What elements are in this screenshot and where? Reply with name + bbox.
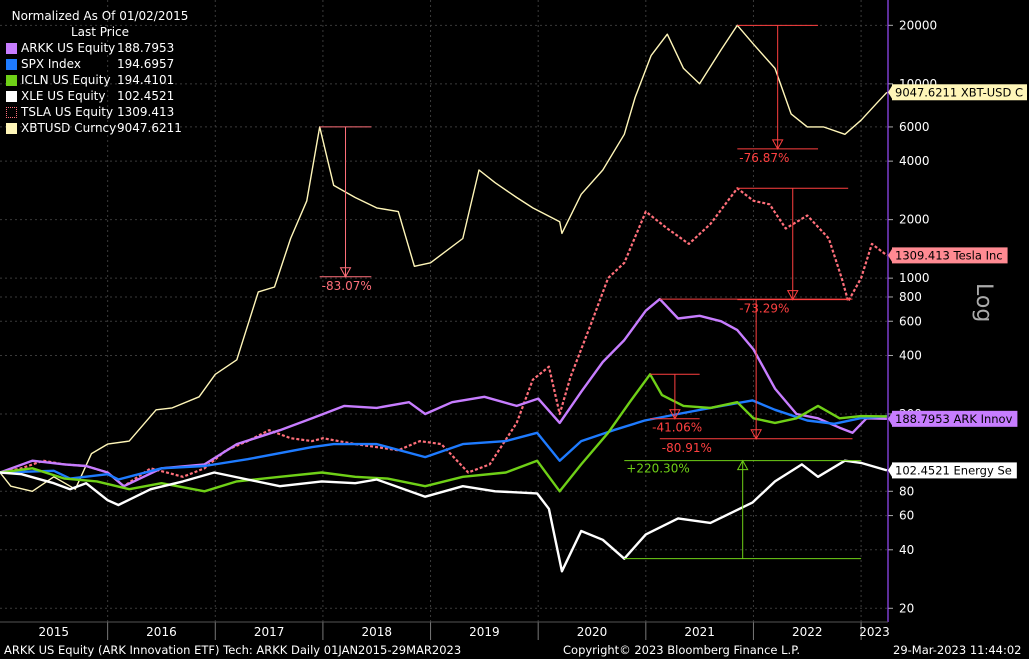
legend-name: ICLN US Equity — [21, 73, 111, 87]
last-value-text: 188.7953 ARK Innov — [895, 412, 1013, 426]
last-value-tag: 1309.413 Tesla Inc — [888, 247, 1008, 264]
last-value-bg — [892, 410, 1018, 427]
annotation-label: -73.29% — [739, 302, 789, 316]
y-tick-label: 400 — [899, 348, 922, 362]
x-tick-label: 2022 — [792, 625, 823, 639]
last-value-text: 9047.6211 XBT-USD C — [895, 85, 1023, 99]
drawdown-annotation: -41.06% — [650, 373, 702, 435]
last-value-pointer — [888, 84, 893, 101]
y-tick-label: 4000 — [899, 154, 930, 168]
annotation-arrow — [786, 290, 799, 301]
legend-normalized-header: Normalized As Of 01/02/2015 — [11, 9, 189, 23]
legend-rows: ARKK US Equity 188.7953 SPX Index 194.6957 I… — [6, 40, 194, 136]
legend: Normalized As Of 01/02/2015 Last Price A… — [6, 8, 194, 136]
x-tick-label: 2017 — [254, 625, 285, 639]
last-value-text: 102.4521 Energy Se — [895, 463, 1012, 477]
legend-item: TSLA US Equity 1309.413 — [6, 104, 194, 120]
legend-value: 194.6957 — [117, 57, 175, 71]
y-tick-label: 2000 — [899, 213, 930, 227]
legend-name: XBTUSD Curncy — [21, 121, 117, 135]
drawdown-annotation: -83.07% — [319, 126, 372, 293]
legend-value: 102.4521 — [117, 89, 175, 103]
annotation-arrow — [736, 459, 749, 471]
x-tick-label: 2015 — [39, 625, 70, 639]
legend-value: 9047.6211 — [117, 121, 182, 135]
annotation-layer: -83.07% -76.87% -73.29% -41.06% -80.91% +220.… — [319, 24, 862, 560]
last-value-bg — [892, 247, 1008, 264]
drawdown-annotation: -80.91% — [659, 298, 853, 455]
series-layer — [0, 24, 888, 573]
y-tick-label: 20 — [899, 601, 914, 615]
x-tick-label: 2018 — [361, 625, 392, 639]
last-value-pointer — [888, 462, 893, 479]
legend-swatch — [6, 42, 17, 54]
legend-item: XLE US Equity 102.4521 — [6, 88, 194, 104]
series-line — [0, 187, 888, 488]
y-tick-label: 6000 — [899, 120, 930, 134]
last-value-tag: 9047.6211 XBT-USD C — [888, 84, 1027, 101]
last-value-tag: 102.4521 Energy Se — [888, 462, 1017, 479]
legend-item: ICLN US Equity 194.4101 — [6, 72, 194, 88]
last-value-bg — [892, 84, 1027, 101]
legend-swatch — [6, 122, 17, 134]
legend-name: ARKK US Equity — [21, 41, 116, 55]
annotation-label: -76.87% — [739, 151, 789, 165]
legend-field-header: Last Price — [70, 25, 130, 39]
x-tick-label: 2020 — [577, 625, 608, 639]
log-scale-label: Log — [971, 283, 996, 323]
drawdown-annotation: -76.87% — [737, 24, 819, 165]
y-tick-label: 1000 — [899, 271, 930, 285]
series-line — [0, 297, 887, 488]
last-value-pointer — [888, 410, 893, 427]
y-tick-label: 60 — [899, 509, 914, 523]
y-tick-label: 40 — [899, 543, 914, 557]
last-value-pointer — [888, 247, 893, 264]
last-value-labels: 9047.6211 XBT-USD C 1309.413 Tesla Inc 188… — [888, 84, 1027, 479]
x-tick-label: 2019 — [469, 625, 500, 639]
y-tick-label: 20000 — [899, 18, 937, 32]
footer-copyright: Copyright© 2023 Bloomberg Finance L.P. — [563, 643, 800, 657]
annotation-arrow — [339, 267, 352, 278]
series-line — [0, 459, 888, 573]
legend-item: XBTUSD Curncy 9047.6211 — [6, 120, 194, 136]
drawdown-annotation: +220.30% — [624, 459, 862, 560]
legend-name: SPX Index — [21, 57, 81, 71]
series-line — [0, 399, 887, 481]
last-value-tag: 188.7953 ARK Innov — [888, 410, 1018, 427]
x-tick-label: 2016 — [146, 625, 177, 639]
series-line — [0, 24, 888, 492]
annotation-label: -83.07% — [322, 279, 372, 293]
legend-swatch — [6, 106, 17, 118]
y-axis: 2040608020040060080010002000400060001000… — [887, 0, 937, 622]
annotation-label: -41.06% — [652, 421, 702, 435]
legend-value: 188.7953 — [117, 41, 175, 55]
footer-timestamp: 29-Mar-2023 11:44:02 — [893, 643, 1022, 657]
legend-value: 1309.413 — [117, 105, 175, 119]
legend-item: ARKK US Equity 188.7953 — [6, 40, 194, 56]
y-tick-label: 800 — [899, 290, 922, 304]
footer-security-info: ARKK US Equity (ARK Innovation ETF) Tech… — [4, 643, 462, 657]
last-value-text: 1309.413 Tesla Inc — [895, 248, 1003, 262]
footer: ARKK US Equity (ARK Innovation ETF) Tech… — [0, 641, 1029, 659]
legend-swatch — [6, 90, 17, 102]
y-tick-label: 80 — [899, 484, 914, 498]
last-value-bg — [892, 462, 1017, 479]
annotation-arrow — [669, 409, 681, 420]
legend-name: TSLA US Equity — [21, 105, 114, 119]
annotation-arrow — [750, 429, 762, 440]
legend-swatch — [6, 74, 17, 86]
y-tick-label: 600 — [899, 314, 922, 328]
annotation-arrow — [771, 139, 784, 150]
x-tick-label: 2023 — [859, 625, 890, 639]
legend-name: XLE US Equity — [21, 89, 106, 103]
legend-swatch — [6, 58, 17, 70]
legend-value: 194.4101 — [117, 73, 175, 87]
x-axis: 2015 2016 2017 2018 2019 2020 2021 2022 2023 — [0, 621, 890, 640]
legend-item: SPX Index 194.6957 — [6, 56, 194, 72]
annotation-label: +220.30% — [626, 462, 689, 476]
x-tick-label: 2021 — [684, 625, 715, 639]
annotation-label: -80.91% — [662, 441, 712, 455]
